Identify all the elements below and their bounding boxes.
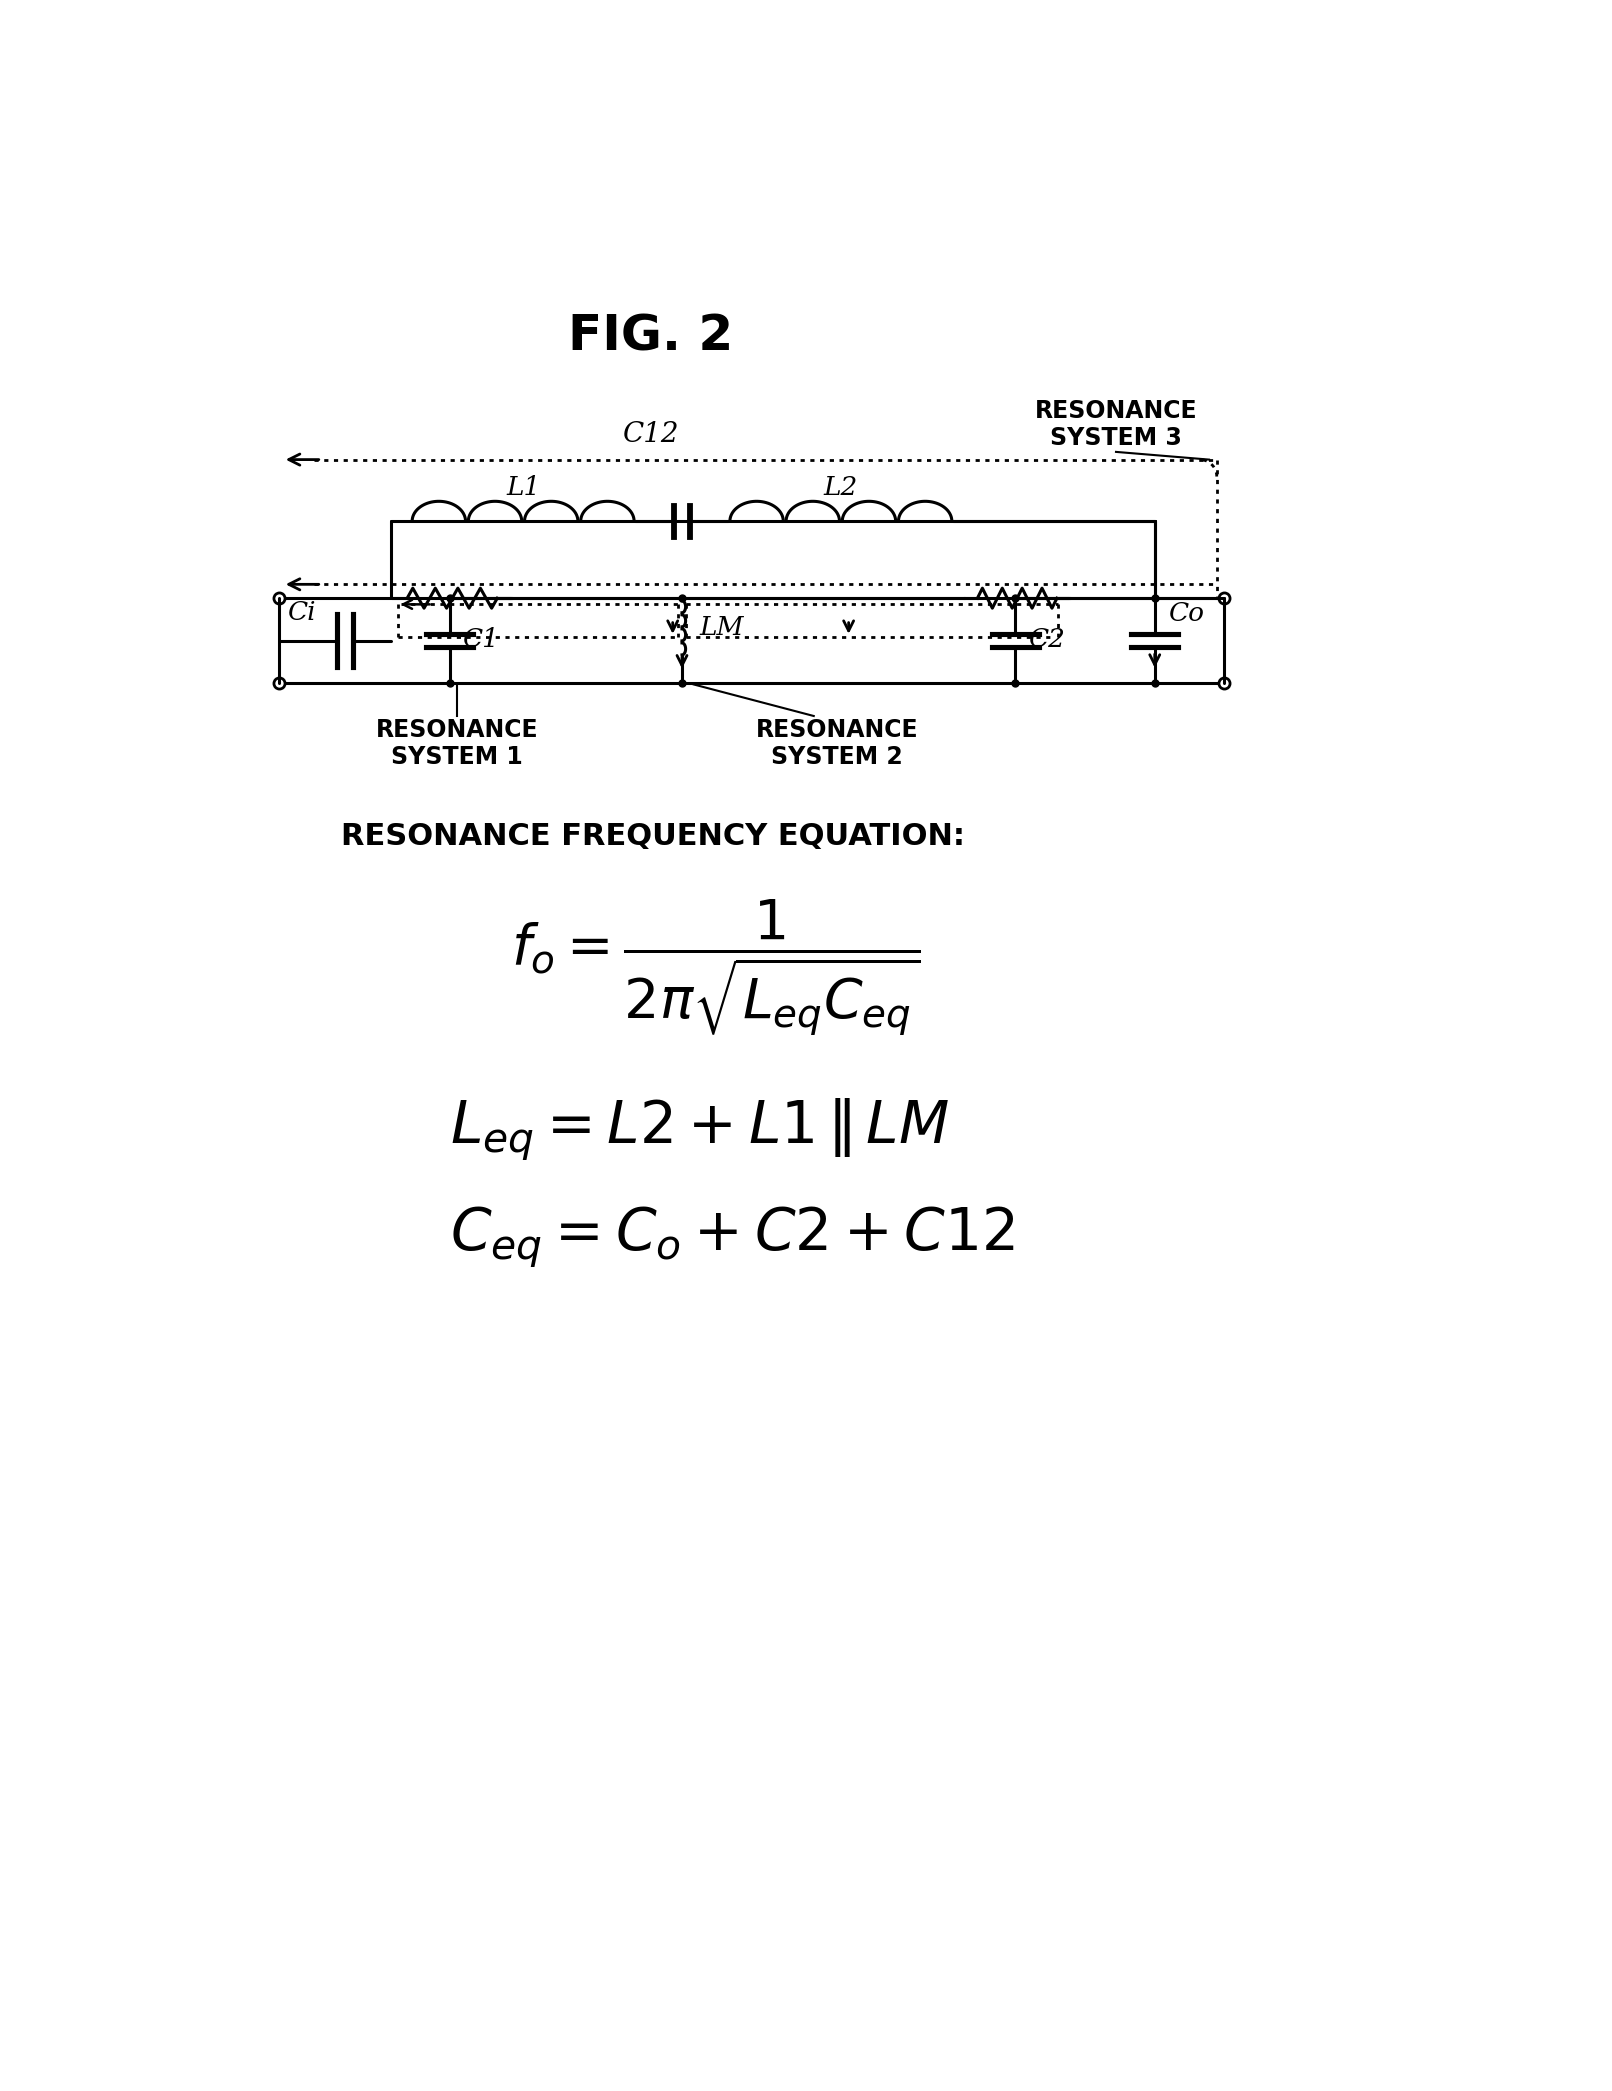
Text: RESONANCE FREQUENCY EQUATION:: RESONANCE FREQUENCY EQUATION:: [342, 822, 966, 851]
Text: RESONANCE
SYSTEM 1: RESONANCE SYSTEM 1: [376, 717, 538, 769]
Text: FIG. 2: FIG. 2: [569, 312, 733, 360]
Text: L2: L2: [824, 475, 858, 500]
Text: LM: LM: [700, 615, 743, 640]
Text: $L_{eq} = L2 + L1\,\|\,LM$: $L_{eq} = L2 + L1\,\|\,LM$: [450, 1096, 949, 1163]
Text: Co: Co: [1169, 600, 1204, 625]
Text: $C_{eq} = C_o + C2 + C12$: $C_{eq} = C_o + C2 + C12$: [450, 1204, 1014, 1269]
Text: RESONANCE
SYSTEM 2: RESONANCE SYSTEM 2: [756, 717, 919, 769]
Text: $f_o = \dfrac{1}{2\pi\sqrt{L_{eq}C_{eq}}}$: $f_o = \dfrac{1}{2\pi\sqrt{L_{eq}C_{eq}}…: [511, 897, 922, 1039]
Text: C1: C1: [464, 627, 500, 652]
Text: C12: C12: [622, 420, 679, 447]
Text: RESONANCE
SYSTEM 3: RESONANCE SYSTEM 3: [1035, 399, 1198, 450]
Text: L1: L1: [506, 475, 540, 500]
Text: C2: C2: [1028, 627, 1066, 652]
Text: Ci: Ci: [289, 600, 316, 625]
